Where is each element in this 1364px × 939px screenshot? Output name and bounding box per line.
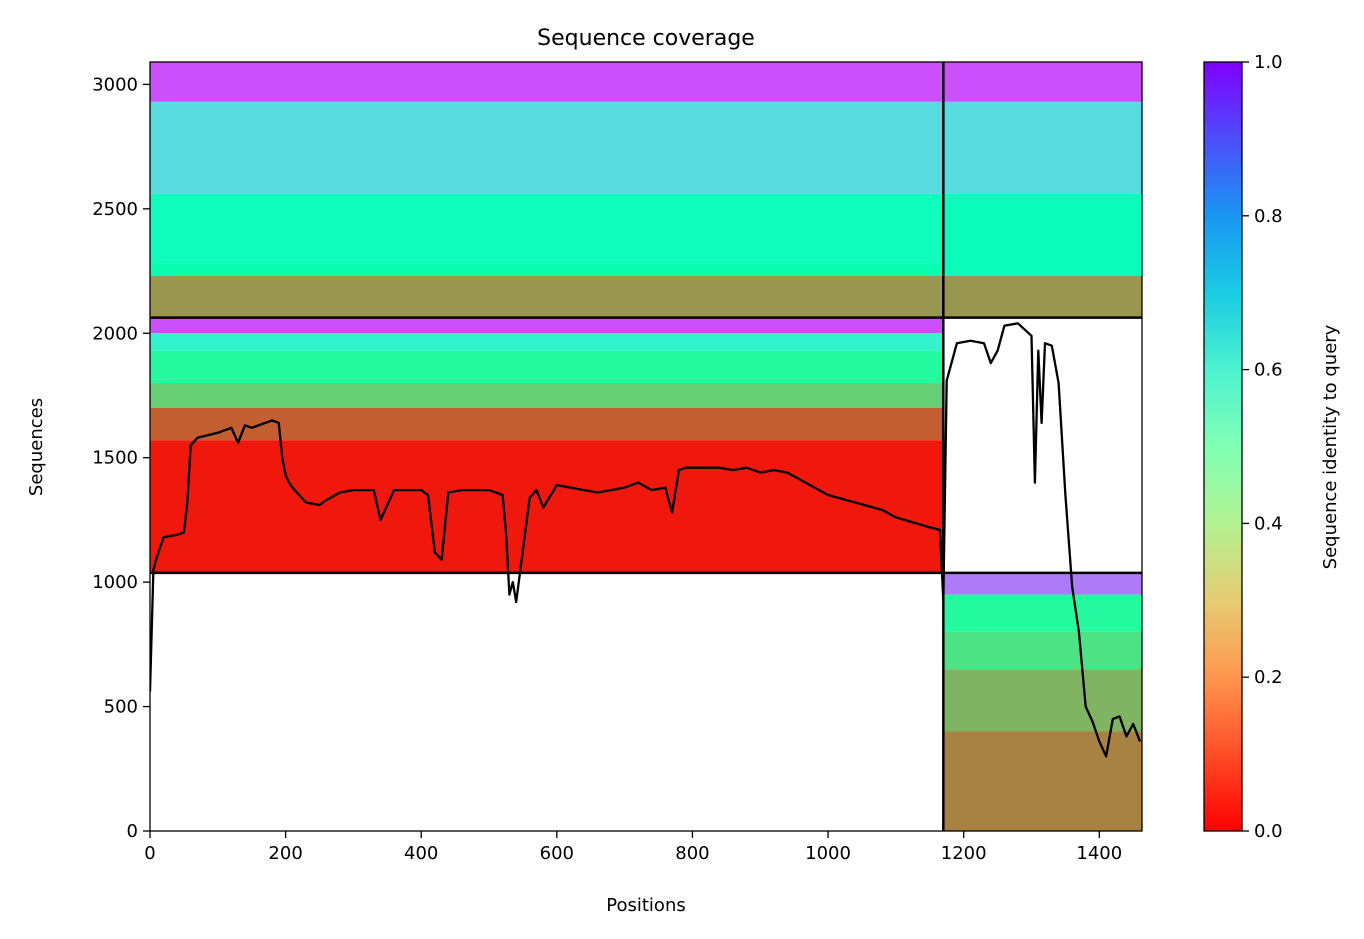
y-tick-label: 0	[127, 821, 138, 842]
heatmap-band	[150, 101, 944, 194]
y-tick-label: 2000	[92, 323, 138, 344]
heatmap-band	[943, 631, 1142, 670]
coverage-heatmap	[150, 62, 1142, 831]
x-tick-label: 1400	[1076, 843, 1122, 864]
heatmap-band	[943, 193, 1142, 277]
x-axis-ticks: 0 200 400 600 800 1000 1200 1400	[144, 831, 1122, 864]
colorbar-tick-label: 0.4	[1254, 513, 1283, 534]
x-tick-label: 1000	[805, 843, 851, 864]
x-axis-label: Positions	[606, 895, 685, 916]
heatmap-band	[150, 383, 944, 408]
heatmap-band	[150, 440, 944, 573]
x-tick-label: 0	[144, 843, 155, 864]
colorbar-tick-label: 0.6	[1254, 360, 1283, 381]
heatmap-band	[150, 193, 944, 264]
segment-dividers	[150, 62, 1142, 831]
heatmap-band	[150, 407, 944, 441]
x-tick-label: 800	[675, 843, 709, 864]
heatmap-band	[150, 317, 944, 334]
heatmap-band	[150, 263, 944, 277]
heatmap-band	[943, 572, 1142, 595]
colorbar-tick-label: 0.8	[1254, 206, 1283, 227]
colorbar-label: Sequence identity to query	[1320, 324, 1341, 569]
chart-title: Sequence coverage	[537, 26, 755, 51]
heatmap-band	[943, 731, 1142, 831]
colorbar	[1203, 61, 1243, 832]
y-axis-ticks: 0 500 1000 1500 2000 2500 3000	[92, 74, 150, 842]
heatmap-band	[943, 62, 1142, 102]
colorbar-ticks: 0.0 0.2 0.4 0.6 0.8 1.0	[1242, 52, 1283, 842]
heatmap-band	[150, 62, 944, 102]
heatmap-band	[943, 669, 1142, 732]
colorbar-tick-label: 1.0	[1254, 52, 1283, 73]
x-tick-label: 400	[404, 843, 438, 864]
colorbar-tick-label: 0.0	[1254, 821, 1283, 842]
heatmap-band	[943, 101, 1142, 194]
y-tick-label: 3000	[92, 74, 138, 95]
coverage-line-layer	[150, 322, 1142, 758]
heatmap-band	[943, 594, 1142, 632]
heatmap-band	[150, 350, 944, 384]
heatmap-band	[150, 333, 944, 351]
x-tick-label: 200	[268, 843, 302, 864]
y-tick-label: 2500	[92, 199, 138, 220]
coverage-line	[150, 322, 1142, 758]
heatmap-band	[150, 276, 944, 318]
y-tick-label: 500	[104, 697, 138, 718]
y-tick-label: 1500	[92, 448, 138, 469]
x-tick-label: 1200	[941, 843, 987, 864]
heatmap-band	[943, 276, 1142, 318]
x-tick-label: 600	[540, 843, 574, 864]
y-tick-label: 1000	[92, 572, 138, 593]
colorbar-tick-label: 0.2	[1254, 667, 1283, 688]
y-axis-label: Sequences	[26, 398, 47, 496]
plot-frame	[149, 61, 1143, 832]
